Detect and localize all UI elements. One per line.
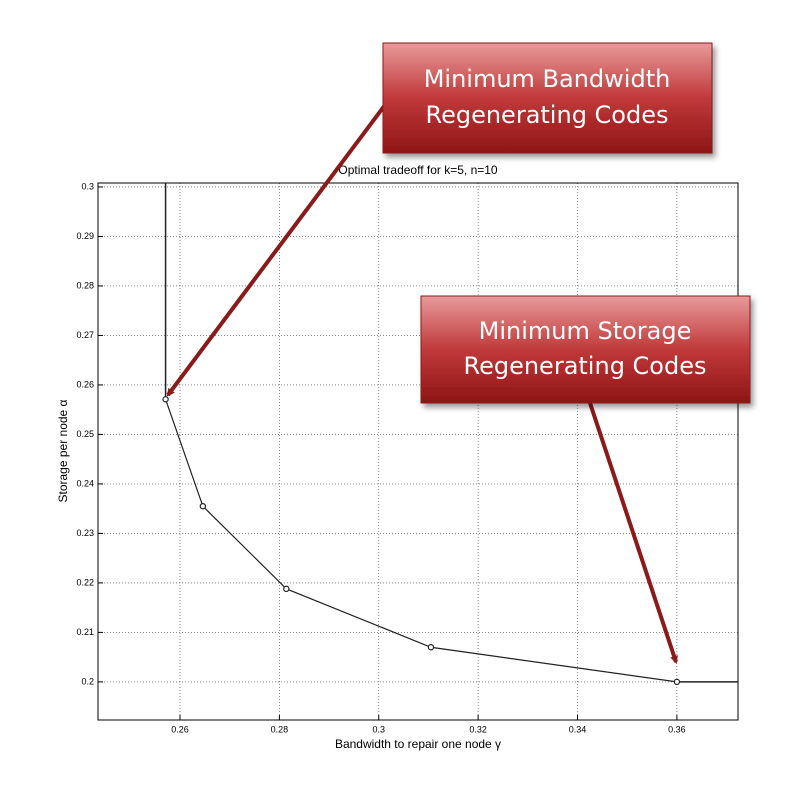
chart-title: Optimal tradeoff for k=5, n=10 xyxy=(338,163,498,177)
y-tick-label: 0.23 xyxy=(76,528,94,538)
callout-box xyxy=(382,42,713,154)
y-tick-label: 0.24 xyxy=(76,478,94,488)
x-axis-label: Bandwidth to repair one node γ xyxy=(335,737,501,751)
y-tick-label: 0.22 xyxy=(76,577,94,587)
data-point xyxy=(427,644,435,651)
y-tick-label: 0.3 xyxy=(81,181,94,191)
arrow xyxy=(166,103,387,397)
y-tick-label: 0.29 xyxy=(76,231,94,241)
plot-area xyxy=(98,183,738,720)
y-tick-label: 0.28 xyxy=(76,280,94,290)
plot-frame xyxy=(97,182,739,721)
callout-text: Regenerating Codes xyxy=(425,101,668,129)
y-tick-label: 0.21 xyxy=(76,627,94,637)
y-tick-label: 0.25 xyxy=(76,429,94,439)
y-axis-label: Storage per node α xyxy=(56,399,70,502)
data-point xyxy=(199,502,207,510)
callout-text: Minimum Bandwidth xyxy=(424,65,671,93)
data-point xyxy=(283,585,290,593)
callout-text: Regenerating Codes xyxy=(463,352,706,380)
data-point xyxy=(673,678,681,686)
x-tick-label: 0.3 xyxy=(372,724,385,734)
callout-text: Minimum Storage xyxy=(479,317,692,345)
x-tick-label: 0.36 xyxy=(668,724,686,734)
x-tick-label: 0.28 xyxy=(271,724,289,734)
x-tick-label: 0.34 xyxy=(569,724,587,734)
callout-box xyxy=(420,295,751,404)
x-tick-label: 0.32 xyxy=(469,724,487,734)
x-tick-label: 0.26 xyxy=(171,724,189,734)
arrow xyxy=(588,402,678,664)
data-point xyxy=(162,396,169,403)
y-tick-label: 0.26 xyxy=(76,379,94,389)
y-tick-label: 0.27 xyxy=(76,330,94,340)
y-tick-label: 0.2 xyxy=(81,676,94,686)
